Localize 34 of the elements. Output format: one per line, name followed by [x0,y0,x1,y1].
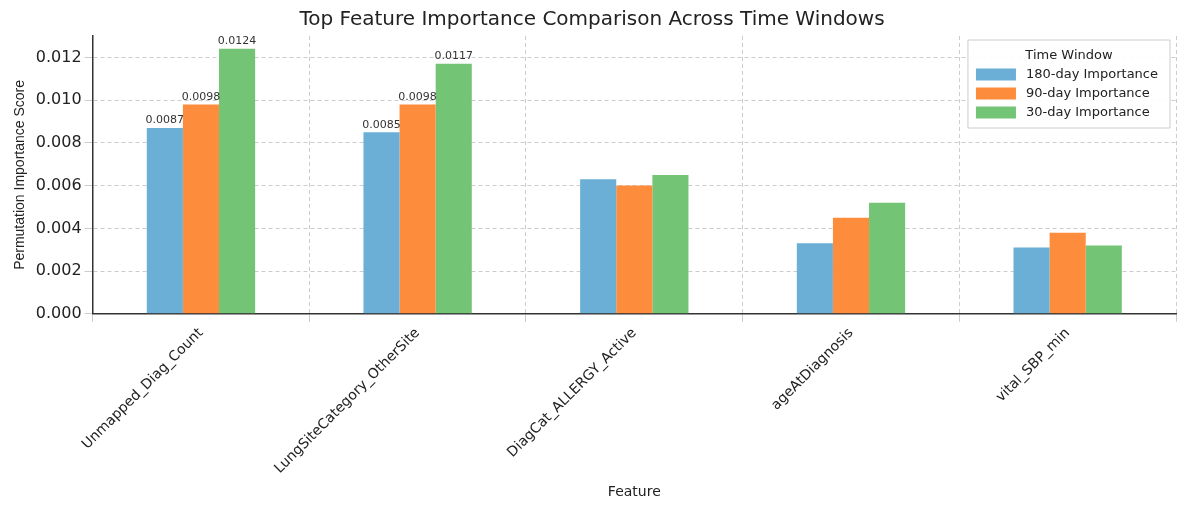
bar [1013,247,1050,314]
bar [1085,245,1122,314]
chart-title: Top Feature Importance Comparison Across Time Windows [298,6,885,31]
data-label: 0.0085 [362,117,401,131]
bar [869,202,906,314]
bar [580,179,617,314]
y-axis-title: Permutation Importance Score [11,79,28,270]
legend-label: 30-day Importance [1025,103,1150,119]
data-label: 0.0117 [434,49,473,63]
bar [616,185,653,314]
bar [1049,232,1086,314]
bar [146,127,183,314]
text: 0.008 [35,132,82,152]
text: 0.004 [35,217,82,237]
bar [435,63,472,314]
text: 0.010 [35,89,82,109]
text: 0.006 [35,174,82,194]
legend-label: 180-day Importance [1025,65,1158,81]
bar [363,132,400,314]
text: 0.000 [35,303,82,323]
x-axis-title: Feature [607,483,661,500]
text: 0.012 [35,46,82,66]
text: 0.002 [35,260,82,280]
bar [219,48,256,314]
bar [832,217,870,314]
data-label: 0.0124 [217,34,257,48]
bar [652,174,689,314]
data-label: 0.0098 [398,89,437,103]
bar [796,243,833,314]
bar [182,104,219,314]
legend-title: Time Window [1024,46,1113,62]
data-label: 0.0087 [145,113,185,127]
bar [399,104,436,314]
legend-label: 90-day Importance [1025,84,1150,100]
